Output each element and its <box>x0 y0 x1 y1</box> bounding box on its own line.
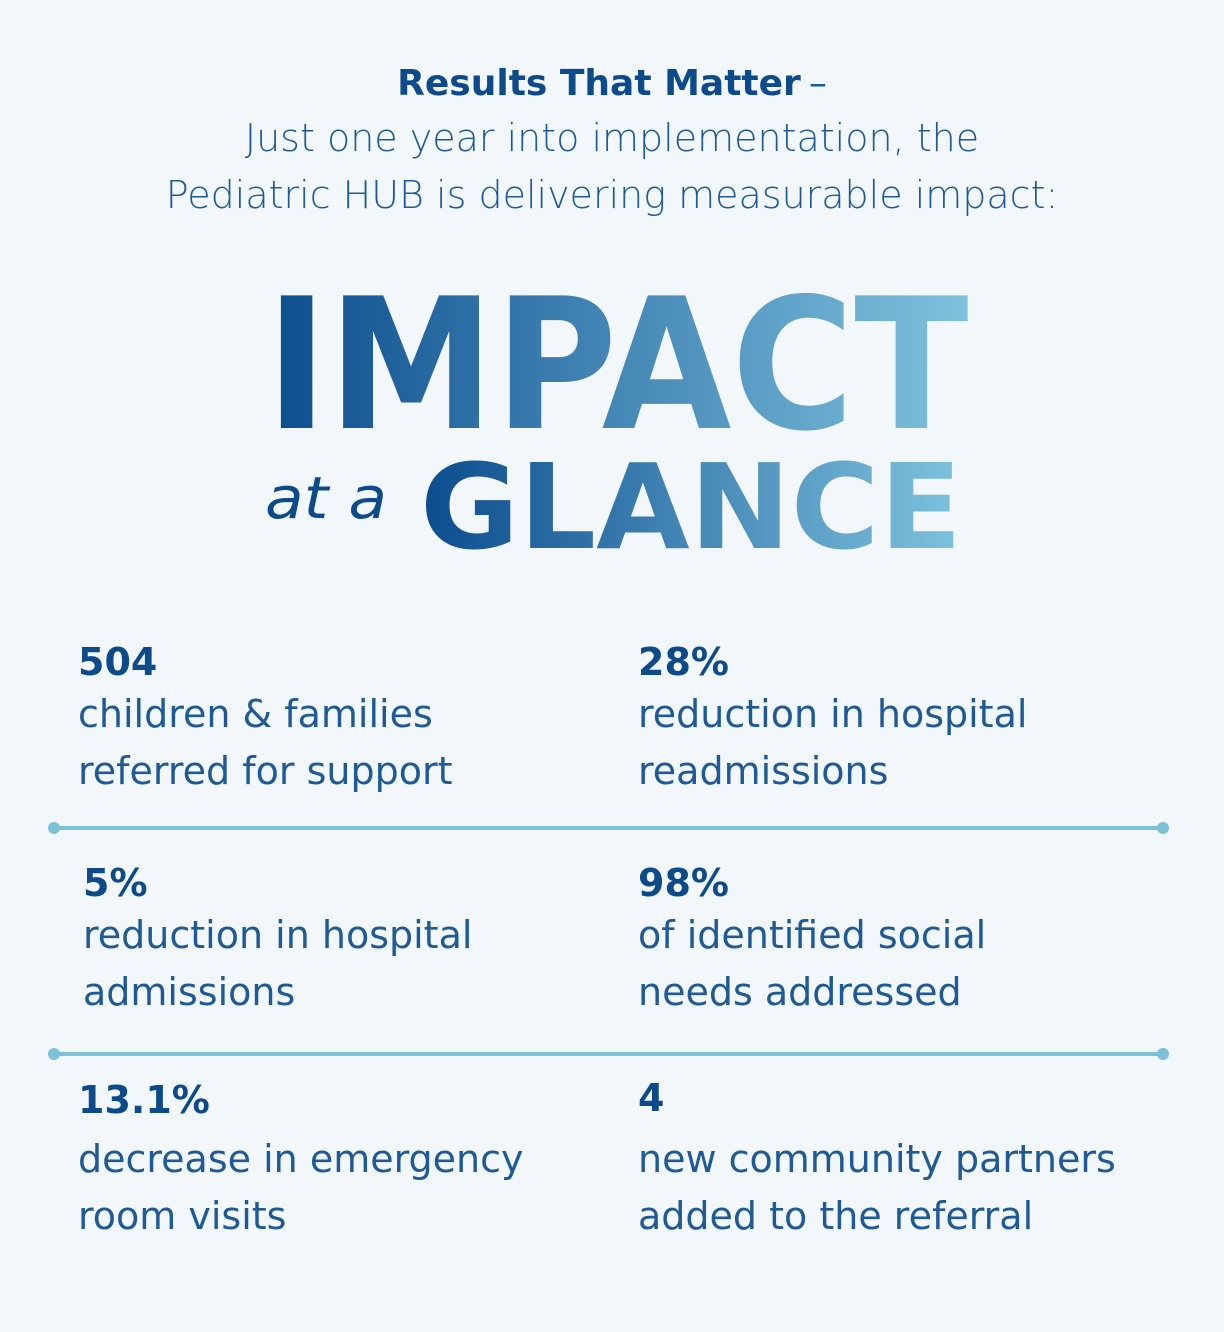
intro-section: Results That Matter – Just one year into … <box>0 58 1224 224</box>
headline-graphic: IMPACT at a GLANCE <box>265 280 969 576</box>
headline-connector: at a <box>265 464 387 532</box>
stat-label-line-2: room visits <box>78 1194 287 1238</box>
headline-word-glance: GLANCE <box>420 438 962 576</box>
divider-1 <box>48 822 1169 834</box>
stat-label-line-1: of identified social <box>638 913 987 957</box>
stat-label-line-1: new community partners <box>638 1137 1116 1181</box>
stat-label-line-2: needs addressed <box>638 970 962 1014</box>
intro-title-line: Results That Matter – <box>0 58 1224 110</box>
stat-community-partners: 4 new community partners added to the re… <box>638 1074 1198 1245</box>
intro-line-1: Just one year into implementation, the <box>244 116 980 160</box>
divider-dot <box>1157 1048 1169 1060</box>
stat-children-referred: 504 children & families referred for sup… <box>78 638 598 800</box>
intro-title: Results That Matter <box>397 63 801 104</box>
headline-word-impact: IMPACT <box>266 280 969 471</box>
stat-value: 98% <box>638 861 729 905</box>
stat-value: 13.1% <box>78 1078 210 1122</box>
stat-value: 4 <box>638 1076 665 1120</box>
stat-value: 504 <box>78 640 158 684</box>
stat-label-line-2: referred for support <box>78 749 453 793</box>
divider-dot <box>1157 822 1169 834</box>
stat-social-needs: 98% of identified social needs addressed <box>638 859 1158 1021</box>
stat-value: 28% <box>638 640 729 684</box>
stat-readmissions: 28% reduction in hospital readmissions <box>638 638 1158 800</box>
stat-label-line-1: reduction in hospital <box>83 913 473 957</box>
intro-line-2: Pediatric HUB is delivering measurable i… <box>165 173 1059 217</box>
stat-admissions: 5% reduction in hospital admissions <box>83 859 603 1021</box>
stat-label-line-1: children & families <box>78 692 433 736</box>
divider-dot <box>48 1048 60 1060</box>
divider-dot <box>48 822 60 834</box>
stat-label-line-2: added to the referral <box>638 1194 1034 1238</box>
stat-er-visits: 13.1% decrease in emergency room visits <box>78 1076 598 1245</box>
stat-label-line-2: readmissions <box>638 749 889 793</box>
stat-label-line-1: reduction in hospital <box>638 692 1028 736</box>
stat-value: 5% <box>83 861 148 905</box>
divider-2 <box>48 1048 1169 1060</box>
intro-dash: – <box>808 63 827 104</box>
stat-label-line-2: admissions <box>83 970 296 1014</box>
stat-label-line-1: decrease in emergency <box>78 1137 524 1181</box>
impact-at-a-glance-headline: IMPACT at a GLANCE <box>0 280 1224 580</box>
